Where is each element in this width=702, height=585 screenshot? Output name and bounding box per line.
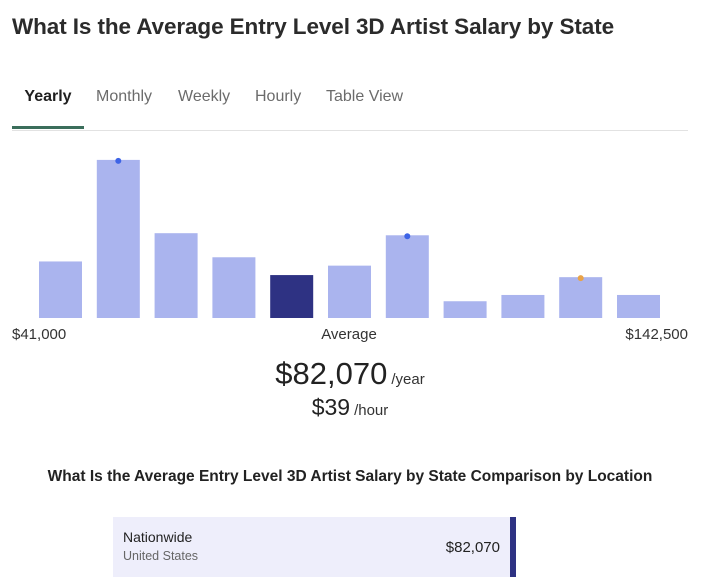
tab-weekly[interactable]: Weekly (178, 88, 231, 105)
bar[interactable] (96, 159, 140, 318)
average-yearly-unit: /year (391, 371, 425, 388)
tab-hourly[interactable]: Hourly (255, 88, 302, 105)
chart-svg (39, 157, 660, 318)
bar-average[interactable] (270, 275, 314, 318)
axis-max-label: $142,500 (625, 326, 688, 343)
location-salary: $82,070 (445, 539, 500, 556)
location-name: Nationwide (123, 529, 193, 545)
tab-table-view[interactable]: Table View (326, 88, 404, 105)
axis-min-label: $41,000 (12, 326, 67, 343)
bar[interactable] (39, 261, 82, 318)
average-hourly-unit: /hour (354, 402, 389, 419)
bar[interactable] (154, 233, 198, 318)
tab-yearly[interactable]: Yearly (12, 82, 84, 129)
period-tabs: Yearly Monthly Weekly Hourly Table View (12, 82, 688, 131)
location-row-nationwide[interactable]: Nationwide United States $82,070 (113, 517, 516, 577)
bar[interactable] (212, 257, 256, 318)
average-hourly: $39/hour (0, 394, 700, 421)
bar[interactable] (559, 277, 603, 318)
page-title: What Is the Average Entry Level 3D Artis… (12, 14, 615, 39)
comparison-title: What Is the Average Entry Level 3D Artis… (47, 468, 653, 485)
average-hourly-value: $39 (311, 394, 351, 420)
bar-marker-dot (115, 157, 122, 164)
tab-monthly[interactable]: Monthly (96, 88, 153, 105)
average-yearly-value: $82,070 (275, 356, 388, 391)
bar[interactable] (617, 294, 660, 318)
axis-center-label: Average (321, 326, 377, 343)
average-yearly: $82,070/year (0, 356, 700, 392)
location-subtitle: United States (123, 549, 199, 563)
bar-marker-dot (577, 275, 584, 282)
bar[interactable] (328, 265, 371, 318)
bar[interactable] (385, 235, 429, 318)
bar[interactable] (443, 301, 487, 318)
bar-marker-dot (404, 233, 411, 240)
salary-distribution-chart (0, 140, 702, 320)
bar[interactable] (501, 294, 545, 318)
